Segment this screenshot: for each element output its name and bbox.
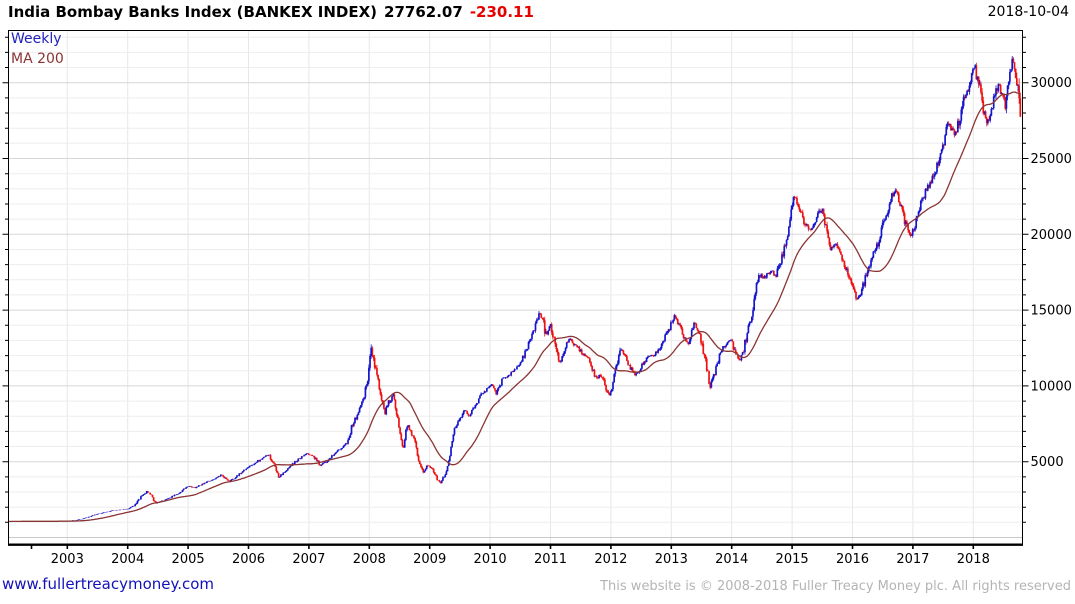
x-axis-label: 2009 — [413, 552, 446, 567]
instrument-name: India Bombay Banks Index (BANKEX INDEX) — [8, 3, 378, 21]
down-candle-wicks — [9, 57, 1021, 522]
x-axis-label: 2014 — [715, 552, 748, 567]
ma-line — [8, 91, 1021, 523]
price-change: -230.11 — [469, 3, 534, 21]
x-axis-label: 2015 — [776, 552, 809, 567]
x-axis-label: 2018 — [957, 552, 990, 567]
x-axis-label: 2005 — [172, 552, 205, 567]
site-link[interactable]: www.fullertreacymoney.com — [2, 575, 215, 593]
x-axis-label: 2008 — [353, 552, 386, 567]
x-axis-label: 2007 — [292, 552, 325, 567]
vertical-gridlines — [66, 30, 974, 544]
copyright-text: This website is © 2008-2018 Fuller Treac… — [600, 579, 1071, 594]
x-axis-label: 2003 — [51, 552, 84, 567]
x-axis-ticks — [30, 544, 975, 549]
minor-gridlines — [8, 36, 1023, 523]
y-axis-ticks — [2, 36, 1029, 523]
y-axis-label: 5000 — [1031, 455, 1064, 470]
x-axis-label: 2011 — [534, 552, 567, 567]
last-price: 27762.07 — [384, 3, 463, 21]
x-axis-label: 2017 — [896, 552, 929, 567]
x-axis-label: 2010 — [474, 552, 507, 567]
y-axis-label: 20000 — [1031, 228, 1072, 243]
y-axis-label: 10000 — [1031, 379, 1072, 394]
x-axis-label: 2012 — [594, 552, 627, 567]
legend-timeframe: Weekly — [11, 31, 62, 47]
chart-date: 2018-10-04 — [987, 4, 1069, 20]
x-axis-label: 2013 — [655, 552, 688, 567]
chart-title: India Bombay Banks Index (BANKEX INDEX) 2… — [8, 3, 534, 21]
y-axis-label: 25000 — [1031, 152, 1072, 167]
x-axis-label: 2004 — [111, 552, 144, 567]
x-axis-label: 2016 — [836, 552, 869, 567]
y-axis-label: 15000 — [1031, 304, 1072, 319]
legend-ma-label: MA 200 — [11, 51, 64, 67]
y-axis-label: 30000 — [1031, 76, 1072, 91]
up-candle-wicks — [8, 56, 1019, 522]
major-gridlines — [8, 82, 1023, 463]
x-axis-label: 2006 — [232, 552, 265, 567]
plot-border — [8, 30, 1023, 545]
